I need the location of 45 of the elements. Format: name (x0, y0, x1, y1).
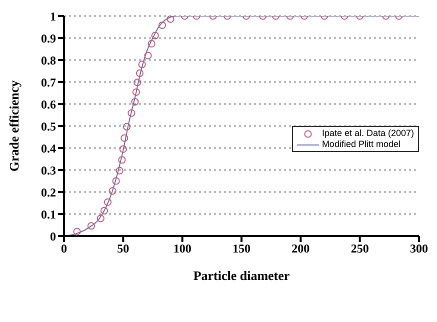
y-axis-title: Grade efficiency (6, 80, 22, 172)
point (104, 198, 112, 206)
point (144, 52, 152, 60)
y-tick-label: 0.1 (41, 207, 56, 222)
point (120, 134, 128, 142)
y-tick-label: 0.4 (41, 141, 56, 156)
point (134, 78, 142, 86)
x-tick-label: 50 (117, 242, 130, 256)
y-tick-label: 0.8 (41, 53, 56, 68)
point (122, 122, 131, 130)
y-tick-label: 0 (50, 229, 56, 244)
x-tick-label: 300 (410, 242, 428, 256)
point (158, 21, 166, 30)
point (132, 88, 140, 96)
point (100, 206, 108, 214)
point (151, 32, 159, 40)
y-tick-label: 0.2 (41, 185, 56, 200)
point (119, 145, 127, 153)
point (138, 60, 146, 68)
y-tick-label: 0.5 (41, 119, 56, 134)
point (73, 228, 81, 236)
point (136, 69, 144, 77)
legend-label: Modified Plitt model (322, 139, 400, 150)
x-tick-label: 0 (61, 242, 67, 256)
point (96, 214, 104, 222)
point (166, 16, 174, 23)
x-tick-label: 200 (292, 242, 310, 256)
x-axis-title: Particle diameter (193, 268, 290, 283)
point (131, 98, 139, 106)
x-tick-label: 250 (350, 242, 369, 256)
x-tick-label: 100 (173, 242, 192, 256)
legend-label: Ipate et al. Data (2007) (322, 128, 414, 139)
point (87, 222, 96, 230)
point (108, 187, 116, 195)
point (118, 156, 126, 164)
point (112, 177, 120, 185)
y-tick-label: 0.9 (41, 31, 56, 46)
y-tick-label: 0.6 (41, 97, 56, 112)
x-tick-label: 150 (232, 242, 250, 256)
y-tick-label: 1 (50, 9, 56, 24)
y-tick-label: 0.3 (41, 163, 56, 178)
point (148, 40, 156, 48)
point (128, 109, 136, 117)
point (116, 166, 124, 174)
y-tick-label: 0.7 (41, 75, 56, 90)
